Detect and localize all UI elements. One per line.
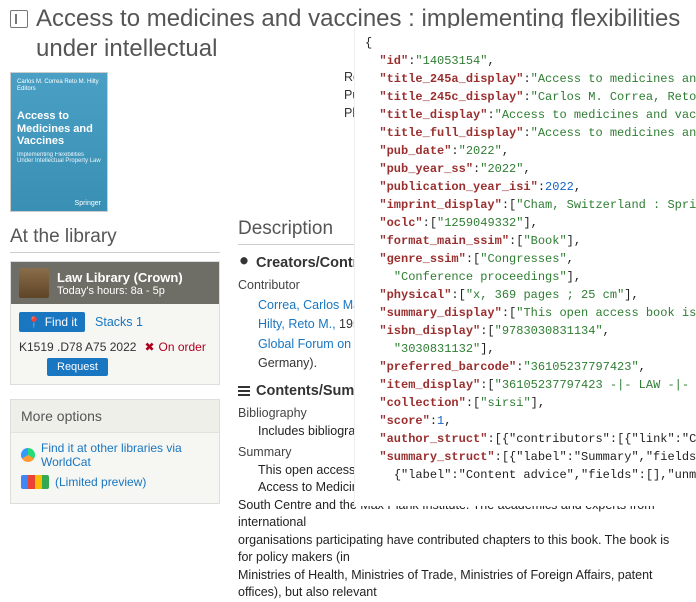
json-debug-panel: { "id":"14053154", "title_245a_display":… (354, 28, 696, 506)
google-preview-link[interactable]: (Limited preview) (21, 475, 209, 489)
list-icon (238, 386, 250, 396)
worldcat-icon (21, 448, 35, 462)
library-box: Law Library (Crown) Today's hours: 8a - … (10, 261, 220, 385)
book-icon (10, 10, 28, 28)
more-options-heading: More options (11, 400, 219, 433)
at-the-library-heading: At the library (10, 226, 220, 253)
find-it-button[interactable]: 📍 Find it (19, 312, 85, 332)
summary-text: organisations participating have contrib… (238, 532, 686, 567)
summary-text: Ministries of Health, Ministries of Trad… (238, 567, 686, 602)
library-header[interactable]: Law Library (Crown) Today's hours: 8a - … (11, 262, 219, 304)
pin-icon: 📍 (27, 316, 41, 329)
library-thumb (19, 268, 49, 298)
library-name: Law Library (Crown) (57, 270, 183, 285)
person-icon (238, 257, 250, 269)
worldcat-link[interactable]: Find it at other libraries via WorldCat (21, 441, 209, 469)
google-icon (21, 475, 49, 489)
request-button[interactable]: Request (47, 358, 108, 376)
stacks-link[interactable]: Stacks 1 (95, 315, 143, 329)
status-on-order: On order (144, 340, 205, 354)
more-options-box: More options Find it at other libraries … (10, 399, 220, 504)
call-number: K1519 .D78 A75 2022 (19, 340, 136, 354)
cover-image[interactable]: Carlos M. Correa Reto M. Hilty Editors A… (10, 72, 108, 212)
library-hours: Today's hours: 8a - 5p (57, 285, 183, 297)
